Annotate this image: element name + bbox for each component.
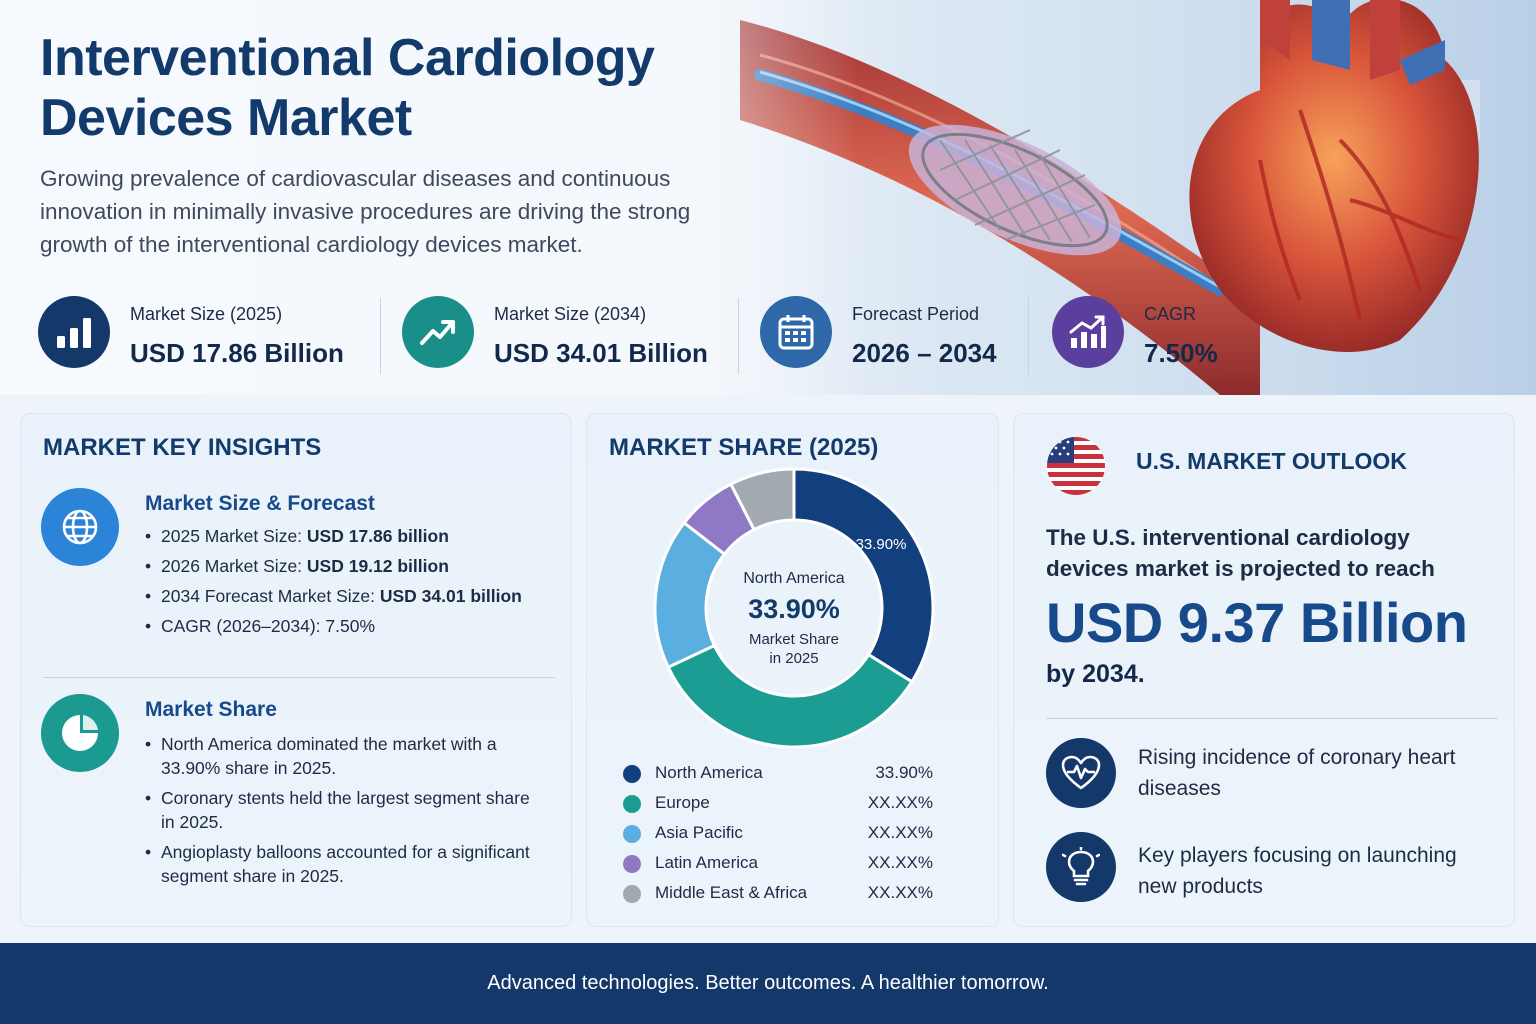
footer-tagline: Advanced technologies. Better outcomes. …: [487, 972, 1049, 994]
list-item: CAGR (2026–2034): 7.50%: [145, 614, 555, 638]
stat-label: Market Size (2034): [494, 304, 647, 324]
us-driver-item: Key players focusing on launching new pr…: [1138, 844, 1457, 898]
legend-value: XX.XX%: [867, 853, 933, 872]
page-title: Interventional Cardiology Devices Market: [40, 29, 655, 147]
center-caption: in 2025: [769, 650, 818, 667]
section-divider: [1046, 718, 1498, 719]
us-market-value: USD 9.37 Billion: [1046, 591, 1468, 654]
legend-swatch: [623, 885, 641, 903]
stat-forecast-period: Forecast Period 2026 – 2034: [760, 296, 1020, 376]
legend-label: North America: [655, 763, 763, 782]
legend-item: Asia Pacific XX.XX%: [623, 822, 933, 846]
growth-chart-icon: [1052, 296, 1124, 368]
us-flag-icon: [1047, 437, 1105, 495]
market-share-card: MARKET SHARE (2025) North America 33.90%…: [586, 413, 999, 927]
us-outlook-card: U.S. MARKET OUTLOOK The U.S. interventio…: [1013, 413, 1515, 927]
footer-banner: Advanced technologies. Better outcomes. …: [0, 943, 1536, 1024]
us-outlook-heading: U.S. MARKET OUTLOOK: [1136, 448, 1407, 474]
donut-slice-europe: [666, 643, 914, 749]
legend-label: Latin America: [655, 853, 758, 872]
stat-label: CAGR: [1144, 304, 1197, 324]
list-item: North America dominated the market with …: [145, 732, 545, 780]
stat-market-size-2025: Market Size (2025) USD 17.86 Billion: [38, 296, 368, 376]
market-share-heading: Market Share: [145, 698, 277, 721]
legend-item: North America 33.90%: [623, 762, 933, 786]
center-caption: Market Share: [749, 631, 839, 648]
donut-chart: North America 33.90% Market Share in 202…: [653, 467, 935, 749]
us-outlook-text: The U.S. interventional cardiology devic…: [1046, 525, 1435, 581]
list-item: 2026 Market Size: USD 19.12 billion: [145, 554, 555, 578]
legend-item: Latin America XX.XX%: [623, 852, 933, 876]
legend-value: XX.XX%: [867, 823, 933, 842]
list-item: Coronary stents held the largest segment…: [145, 786, 545, 834]
stat-cagr: CAGR 7.50%: [1052, 296, 1252, 376]
market-share-list: North America dominated the market with …: [145, 732, 545, 894]
heart-pulse-icon: [1046, 738, 1116, 808]
center-share-value: 33.90%: [748, 594, 840, 624]
stat-value: USD 34.01 Billion: [494, 338, 708, 368]
legend-value: XX.XX%: [867, 883, 933, 902]
bar-chart-icon: [38, 296, 110, 368]
globe-icon: [41, 488, 119, 566]
legend-item: Middle East & Africa XX.XX%: [623, 882, 933, 906]
donut-slice-north-america: [792, 467, 935, 684]
legend-value: 33.90%: [875, 763, 933, 782]
stat-label: Forecast Period: [852, 304, 980, 324]
legend-swatch: [623, 825, 641, 843]
legend-value: XX.XX%: [867, 793, 933, 812]
stat-divider: [1028, 298, 1029, 374]
legend-label: Europe: [655, 793, 710, 812]
size-forecast-heading: Market Size & Forecast: [145, 492, 375, 515]
stat-divider: [738, 298, 739, 374]
legend-label: Middle East & Africa: [655, 883, 808, 902]
size-forecast-list: 2025 Market Size: USD 17.86 billion 2026…: [145, 524, 555, 644]
stat-divider: [380, 298, 381, 374]
us-driver-item: Rising incidence of coronary heart disea…: [1138, 746, 1456, 800]
trend-up-icon: [402, 296, 474, 368]
center-region-name: North America: [743, 570, 844, 587]
legend-swatch: [623, 795, 641, 813]
legend-item: Europe XX.XX%: [623, 792, 933, 816]
us-market-year: by 2034.: [1046, 660, 1145, 688]
key-insights-card: MARKET KEY INSIGHTS Market Size & Foreca…: [20, 413, 572, 927]
page-subtitle: Growing prevalence of cardiovascular dis…: [40, 166, 691, 257]
lightbulb-icon: [1046, 832, 1116, 902]
section-divider: [43, 677, 555, 678]
stat-value: 7.50%: [1144, 338, 1218, 368]
slice-data-label: 33.90%: [856, 536, 907, 553]
legend-swatch: [623, 855, 641, 873]
calendar-icon: [760, 296, 832, 368]
pie-chart-icon: [41, 694, 119, 772]
market-share-card-heading: MARKET SHARE (2025): [609, 434, 879, 461]
stat-value: USD 17.86 Billion: [130, 338, 344, 368]
list-item: 2025 Market Size: USD 17.86 billion: [145, 524, 555, 548]
list-item: 2034 Forecast Market Size: USD 34.01 bil…: [145, 584, 555, 608]
hero-banner: Interventional Cardiology Devices Market…: [0, 0, 1536, 395]
legend-swatch: [623, 765, 641, 783]
list-item: Angioplasty balloons accounted for a sig…: [145, 840, 545, 888]
legend-label: Asia Pacific: [655, 823, 743, 842]
donut-slice-middle-east-africa: [728, 467, 796, 532]
stat-market-size-2034: Market Size (2034) USD 34.01 Billion: [402, 296, 732, 376]
stat-value: 2026 – 2034: [852, 338, 997, 368]
key-insights-heading: MARKET KEY INSIGHTS: [43, 434, 322, 461]
stat-label: Market Size (2025): [130, 304, 283, 324]
